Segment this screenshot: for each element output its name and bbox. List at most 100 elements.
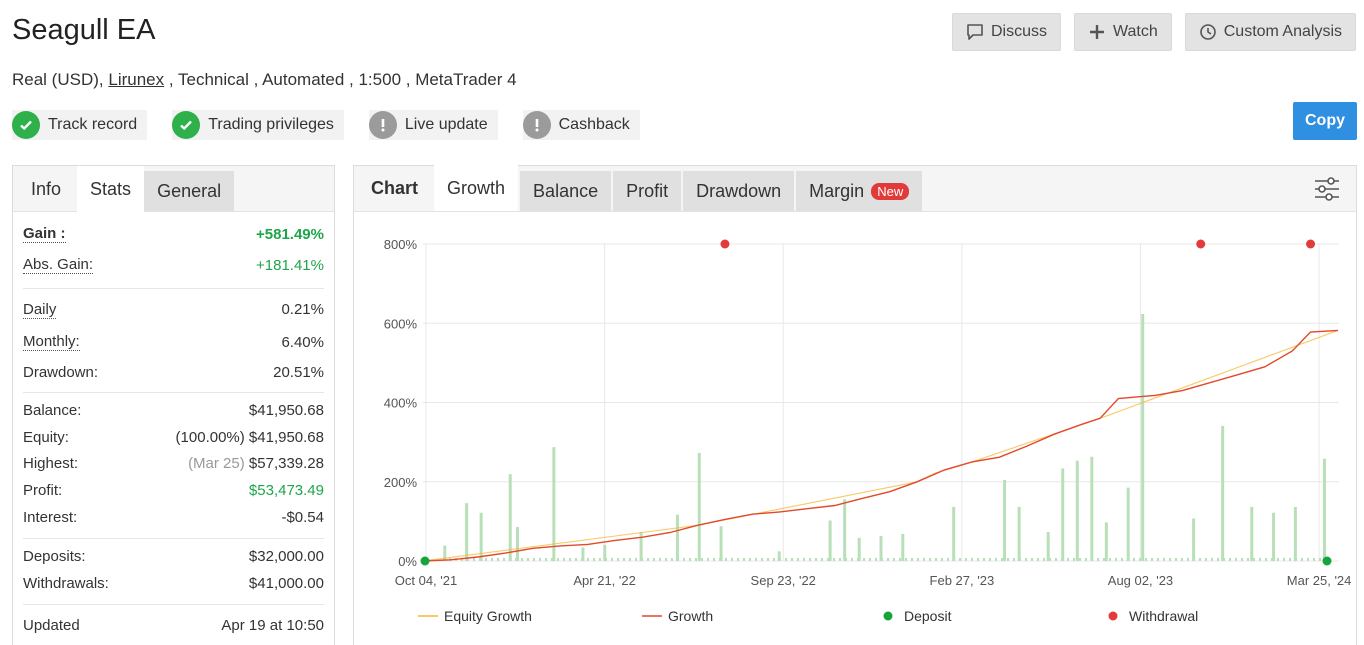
profit-bar <box>952 506 956 561</box>
baseline-bar <box>623 558 625 561</box>
baseline-bar <box>701 558 703 561</box>
tab-stats[interactable]: Stats <box>77 166 145 212</box>
baseline-bar <box>725 558 727 561</box>
watch-button[interactable]: Watch <box>1073 13 1172 51</box>
stats-tabs: Info Stats General <box>13 166 334 212</box>
baseline-bar <box>911 558 913 561</box>
baseline-bar <box>515 558 517 561</box>
baseline-bar <box>743 558 745 561</box>
top-actions: Discuss Watch Custom Analysis <box>951 13 1356 51</box>
profit-bar <box>639 532 643 561</box>
discuss-button[interactable]: Discuss <box>951 13 1061 51</box>
baseline-bar <box>1019 558 1021 561</box>
baseline-bar <box>989 558 991 561</box>
baseline-bar <box>1163 558 1165 561</box>
deposit-marker <box>1322 556 1332 566</box>
tab-balance[interactable]: Balance <box>520 171 612 211</box>
tab-margin[interactable]: Margin New <box>796 171 923 211</box>
check-icon <box>172 111 201 139</box>
baseline-bar <box>929 558 931 561</box>
x-tick-label: Mar 25, '24 <box>1287 573 1352 588</box>
profit-bar <box>1192 518 1196 561</box>
baseline-bar <box>773 558 775 561</box>
baseline-bar <box>953 558 955 561</box>
abs-gain-label[interactable]: Abs. Gain: <box>23 256 94 274</box>
x-tick-label: Sep 23, '22 <box>751 573 816 588</box>
baseline-bar <box>1115 558 1117 561</box>
baseline-bar <box>917 558 919 561</box>
stat-highest: Highest: (Mar 25) $57,339.28 <box>23 450 324 477</box>
withdrawal-marker <box>1196 239 1206 249</box>
baseline-bar <box>809 558 811 561</box>
page-title: Seagull EA <box>12 14 156 46</box>
baseline-bar <box>881 558 883 561</box>
baseline-bar <box>1061 558 1063 561</box>
baseline-bar <box>1253 558 1255 561</box>
custom-analysis-button[interactable]: Custom Analysis <box>1184 13 1356 51</box>
baseline-bar <box>647 558 649 561</box>
profit-bar <box>828 520 832 561</box>
broker-link[interactable]: Lirunex <box>108 70 165 89</box>
tab-profit[interactable]: Profit <box>613 171 682 211</box>
baseline-bar <box>611 558 613 561</box>
daily-label[interactable]: Daily <box>23 300 57 319</box>
profit-bar <box>1221 425 1225 561</box>
drawdown-value: 20.51% <box>273 363 324 381</box>
profit-bar <box>777 551 781 561</box>
baseline-bar <box>1091 558 1093 561</box>
baseline-bar <box>1001 558 1003 561</box>
baseline-bar <box>1103 558 1105 561</box>
withdrawals-value: $41,000.00 <box>248 574 324 592</box>
baseline-bar <box>683 558 685 561</box>
baseline-bar <box>1079 558 1081 561</box>
stat-drawdown: Drawdown: 20.51% <box>23 358 324 386</box>
baseline-bar <box>527 558 529 561</box>
baseline-bar <box>1031 558 1033 561</box>
baseline-bar <box>1175 558 1177 561</box>
legend-label: Withdrawal <box>1129 608 1198 624</box>
highest-date: (Mar 25) <box>188 455 245 472</box>
baseline-bar <box>767 558 769 561</box>
profit-bar <box>1141 314 1145 561</box>
baseline-bar <box>671 558 673 561</box>
profit-bar <box>1046 532 1050 561</box>
baseline-bar <box>665 558 667 561</box>
withdrawals-label: Withdrawals: <box>23 574 109 592</box>
tab-info[interactable]: Info <box>31 178 62 199</box>
settings-sliders-icon[interactable] <box>1314 176 1340 202</box>
interest-label: Interest: <box>23 508 78 526</box>
tab-general[interactable]: General <box>144 171 235 211</box>
baseline-bar <box>629 558 631 561</box>
baseline-bar <box>563 558 565 561</box>
profit-bar <box>719 526 723 561</box>
profit-bar <box>901 533 905 561</box>
deposits-label: Deposits: <box>23 547 86 565</box>
chart-tabs: Chart Growth Balance Profit Drawdown Mar… <box>354 165 1356 212</box>
baseline-bar <box>803 558 805 561</box>
copy-button[interactable]: Copy <box>1293 102 1357 140</box>
baseline-bar <box>959 558 961 561</box>
baseline-bar <box>845 558 847 561</box>
baseline-bar <box>1097 558 1099 561</box>
baseline-bar <box>461 558 463 561</box>
baseline-bar <box>755 558 757 561</box>
profit-bar <box>879 535 883 561</box>
baseline-bar <box>737 558 739 561</box>
baseline-bar <box>605 558 607 561</box>
baseline-bar <box>1319 558 1321 561</box>
profit-bar <box>1250 506 1254 561</box>
baseline-bar <box>887 558 889 561</box>
baseline-bar <box>1283 558 1285 561</box>
gain-label[interactable]: Gain : <box>23 225 66 243</box>
tab-drawdown[interactable]: Drawdown <box>683 171 795 211</box>
monthly-label[interactable]: Monthly: <box>23 333 80 351</box>
balance-label: Balance: <box>23 401 82 419</box>
badge-label: Live update <box>404 116 488 133</box>
baseline-bar <box>1145 558 1147 561</box>
baseline-bar <box>1271 558 1273 561</box>
baseline-bar <box>1007 558 1009 561</box>
baseline-bar <box>851 558 853 561</box>
tab-growth[interactable]: Growth <box>434 165 519 211</box>
chart-panel: Chart Growth Balance Profit Drawdown Mar… <box>353 165 1357 645</box>
baseline-bar <box>1157 558 1159 561</box>
